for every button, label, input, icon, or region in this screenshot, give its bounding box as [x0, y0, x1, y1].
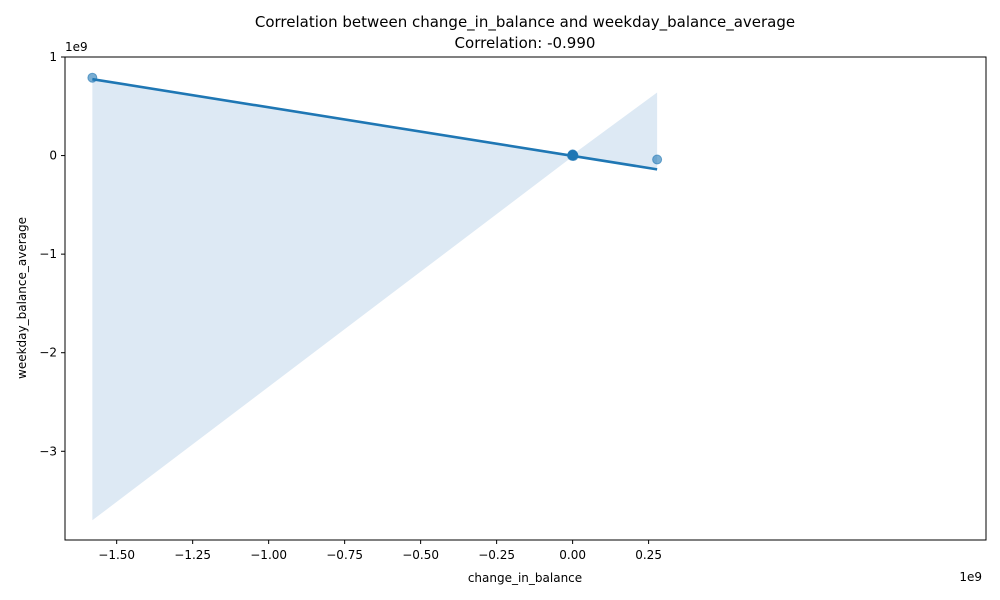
x-tick-label: −1.50: [98, 548, 135, 562]
plot-area: [87, 72, 663, 521]
x-tick-label: −0.25: [478, 548, 515, 562]
y-tick-label: −1: [39, 247, 57, 261]
x-axis-label: change_in_balance: [468, 571, 582, 585]
y-tick-label: −2: [39, 346, 57, 360]
y-tick-label: −3: [39, 444, 57, 458]
confidence-band: [92, 79, 658, 521]
x-tick-label: −1.25: [174, 548, 211, 562]
y-axis-ticks: 1 0 −1 −2 −3: [39, 50, 65, 458]
y-axis-offset-label: 1e9: [65, 40, 88, 54]
x-tick-label: −1.00: [250, 548, 287, 562]
x-tick-label: −0.75: [326, 548, 363, 562]
regression-line: [92, 77, 658, 171]
axes-frame: [64, 56, 987, 541]
y-axis-label: weekday_balance_average: [15, 217, 29, 379]
x-tick-label: −0.50: [402, 548, 439, 562]
x-tick-label: 0.25: [635, 548, 662, 562]
chart-title: Correlation between change_in_balance an…: [255, 13, 795, 32]
chart-subtitle: Correlation: -0.990: [455, 34, 596, 52]
x-axis-offset-label: 1e9: [959, 570, 982, 584]
data-point: [652, 154, 663, 165]
x-axis-ticks: −1.50 −1.25 −1.00 −0.75 −0.50 −0.25 0.00 0.25: [98, 540, 662, 562]
y-tick-label: 1: [49, 50, 57, 64]
y-tick-label: 0: [49, 149, 57, 163]
x-tick-label: 0.00: [559, 548, 586, 562]
